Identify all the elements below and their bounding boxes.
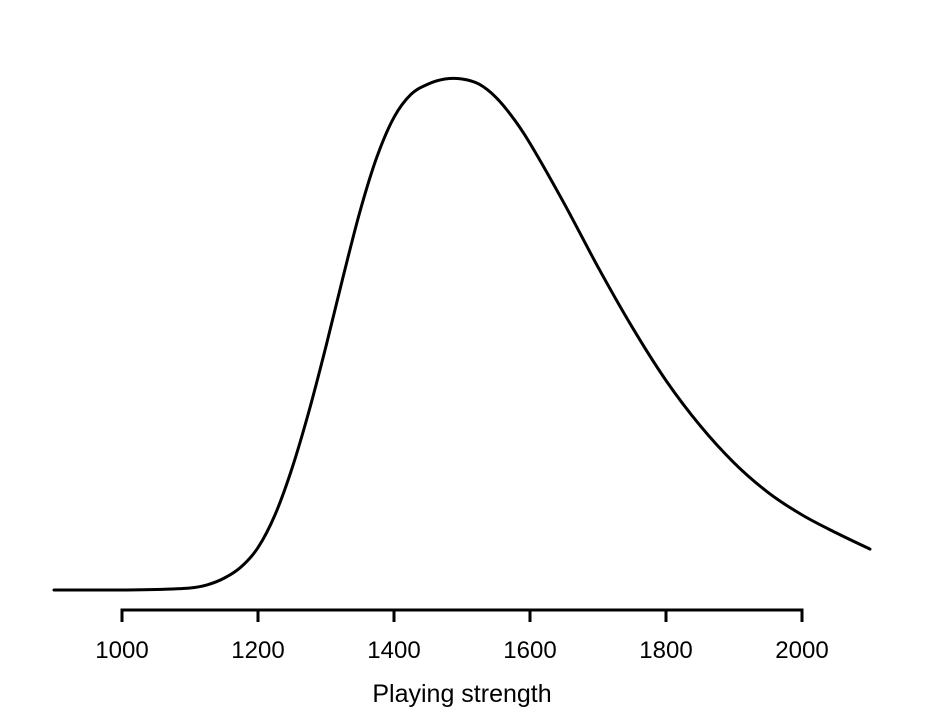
series-line-playing-strength-density xyxy=(52,76,872,592)
x-axis-label: Playing strength xyxy=(372,680,551,708)
x-tick-label-1400: 1400 xyxy=(367,637,420,664)
x-axis: 1000 1200 1400 1600 1800 2000 xyxy=(95,608,829,664)
x-tick-label-1800: 1800 xyxy=(639,637,692,664)
x-tick-label-1600: 1600 xyxy=(503,637,556,664)
x-tick-label-2000: 2000 xyxy=(775,637,828,664)
x-tick-label-1000: 1000 xyxy=(95,637,148,664)
x-tick-label-1200: 1200 xyxy=(231,637,284,664)
plot-area xyxy=(52,76,872,592)
